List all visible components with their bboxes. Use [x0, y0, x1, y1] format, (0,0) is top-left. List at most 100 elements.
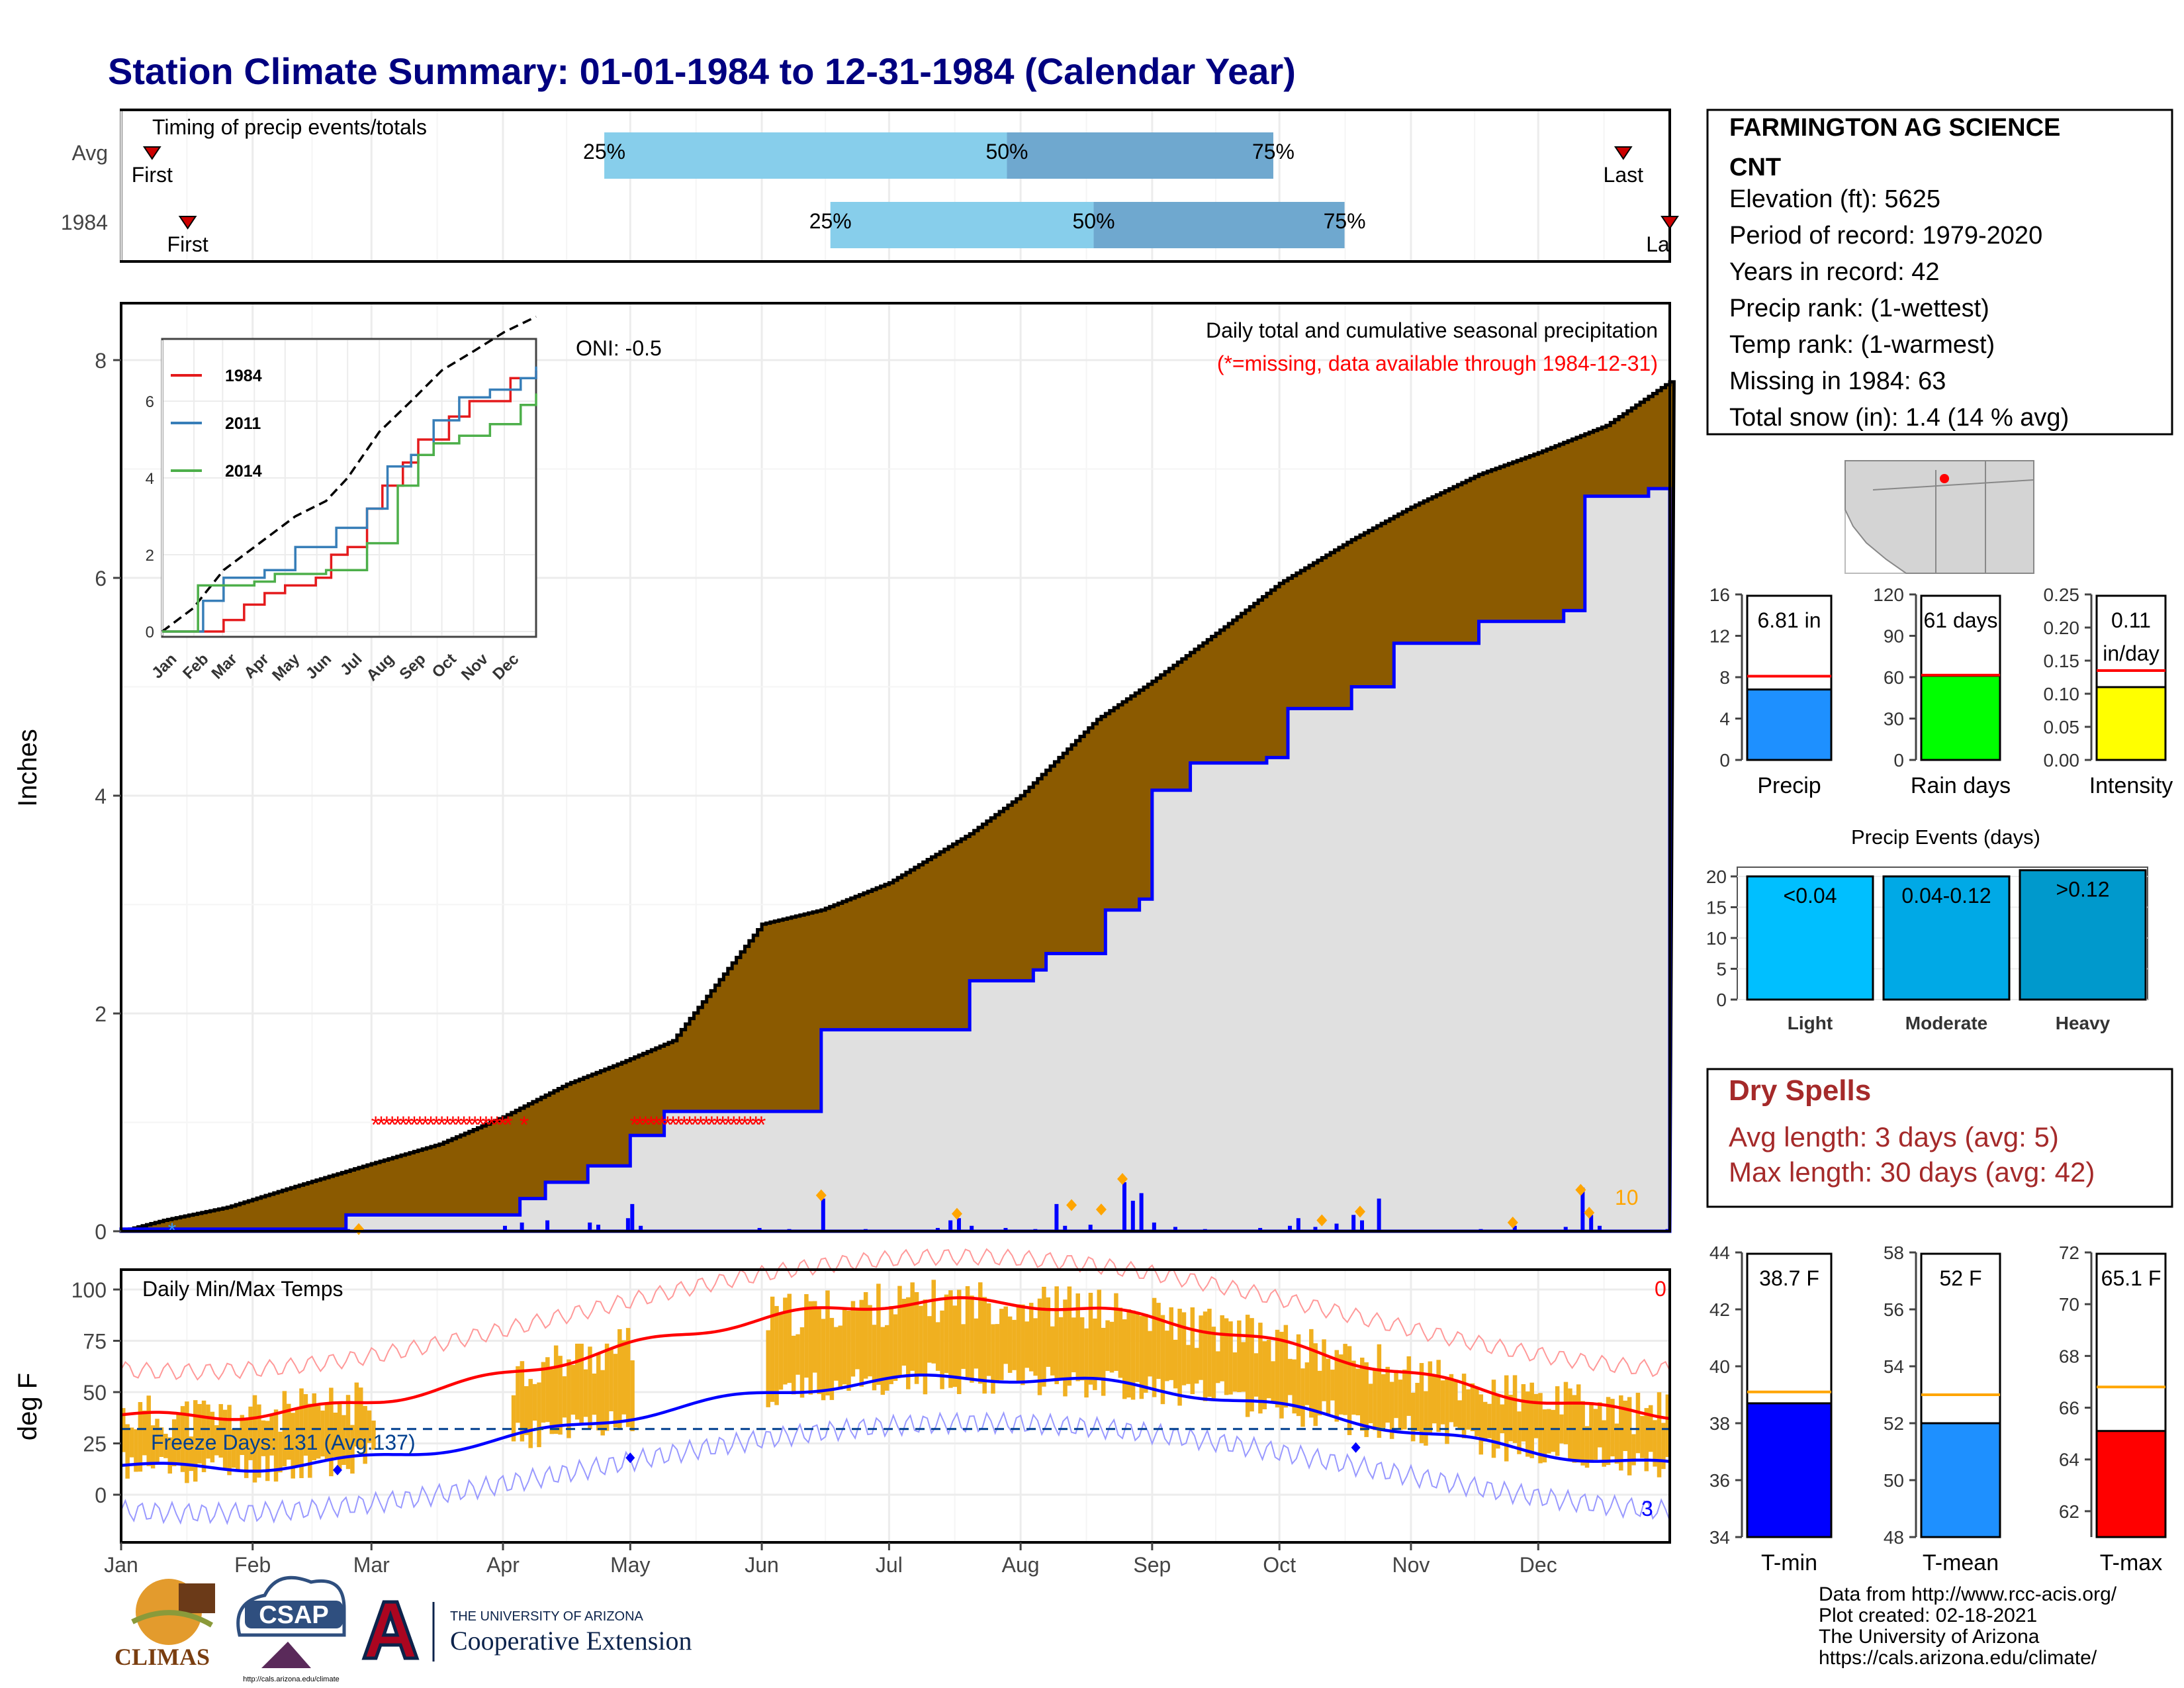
temp-daily-bar: [583, 1369, 588, 1417]
missing-mark: *: [647, 1111, 656, 1139]
missing-mark: *: [421, 1111, 430, 1139]
summary-label-Precip: Precip: [1757, 773, 1821, 798]
temp-daily-bar: [312, 1393, 316, 1460]
temp-daily-bar: [1271, 1361, 1275, 1403]
temp-daily-bar: [210, 1411, 215, 1463]
climas-logo-block: [179, 1583, 215, 1613]
summary-value: 0.11: [2111, 608, 2151, 632]
climas-logo-text: CLIMAS: [114, 1644, 210, 1670]
missing-mark: *: [707, 1111, 716, 1139]
temp-y-tick-label: 25: [83, 1432, 107, 1456]
temp-daily-bar: [991, 1324, 995, 1394]
temp-daily-bar: [176, 1412, 181, 1463]
temp-daily-bar: [1245, 1315, 1250, 1417]
temp-daily-bar: [1593, 1409, 1598, 1460]
month-label-Mar: Mar: [353, 1553, 390, 1577]
temp-daily-bar: [986, 1303, 991, 1376]
temp-daily-bar: [155, 1419, 159, 1465]
temp-daily-bar: [1012, 1319, 1017, 1370]
daily-precip-bar: [596, 1225, 601, 1231]
temp-daily-bar: [1487, 1403, 1492, 1438]
temp-daily-bar: [163, 1433, 168, 1458]
temp-daily-bar: [1373, 1369, 1377, 1430]
temp-daily-bar: [1445, 1377, 1449, 1444]
temp-daily-bar: [868, 1305, 872, 1377]
temp-daily-bar: [1500, 1404, 1505, 1434]
missing-mark: *: [382, 1111, 391, 1139]
temp-daily-bar: [1504, 1375, 1509, 1462]
temp-daily-bar: [1253, 1353, 1259, 1397]
daily-precip-bar: [1173, 1227, 1177, 1231]
temp-daily-bar: [1033, 1318, 1038, 1376]
credit-url: https://cals.arizona.edu/climate/: [1819, 1647, 2097, 1669]
temp-daily-bar: [252, 1395, 257, 1483]
temp-summary-tick-label: 44: [1709, 1243, 1730, 1263]
temp-daily-bar: [838, 1325, 842, 1389]
temp-daily-bar: [1576, 1384, 1581, 1463]
temp-daily-bar: [1610, 1399, 1615, 1457]
temp-daily-bar: [1211, 1327, 1216, 1399]
temp-daily-bar: [244, 1419, 249, 1478]
temp-daily-bar: [906, 1297, 911, 1389]
temp-daily-bar: [1241, 1342, 1246, 1392]
temp-daily-bar: [1424, 1391, 1428, 1446]
temp-daily-bar: [201, 1400, 206, 1472]
legend-label-2014: 2014: [225, 462, 262, 481]
temp-daily-bar: [1152, 1297, 1157, 1397]
event-marker: [1507, 1216, 1518, 1229]
events-bar-Heavy: [2019, 869, 2147, 1001]
events-title: Precip Events (days): [1851, 825, 2040, 849]
temp-summary-tick-label: 56: [1884, 1299, 1904, 1320]
temp-daily-bar: [1224, 1318, 1229, 1395]
temp-daily-bar: [1088, 1292, 1093, 1385]
summary-tick-label: 0.10: [2044, 684, 2080, 704]
temp-daily-bar: [1173, 1339, 1178, 1389]
temp-daily-bar: [345, 1395, 351, 1470]
temp-daily-bar: [893, 1314, 898, 1382]
timing-first-marker: [178, 216, 197, 230]
daily-precip-bar: [948, 1220, 953, 1231]
temp-summary-tick-label: 64: [2059, 1450, 2079, 1470]
temp-daily-bar: [825, 1290, 830, 1395]
temp-daily-bar: [1190, 1307, 1195, 1395]
record-low-marker: [625, 1452, 635, 1464]
month-label-Dec: Dec: [1520, 1553, 1557, 1577]
temp-daily-bar: [1283, 1325, 1289, 1408]
temp-daily-bar: [804, 1294, 809, 1378]
temp-title: Daily Min/Max Temps: [142, 1277, 343, 1301]
temp-daily-bar: [1097, 1289, 1102, 1380]
credit-data-source: Data from http://www.rcc-acis.org/: [1819, 1583, 2117, 1605]
temp-daily-bar: [974, 1318, 979, 1369]
temp-y-tick-label: 100: [71, 1278, 107, 1302]
month-label-Aug: Aug: [1002, 1553, 1040, 1577]
missing-mark: *: [504, 1111, 513, 1139]
daily-precip-bar: [1589, 1215, 1594, 1231]
temp-daily-bar: [1449, 1374, 1454, 1423]
temp-summary-tick-label: 72: [2059, 1243, 2079, 1263]
temp-daily-bar: [1559, 1414, 1564, 1444]
daily-precip-bar: [639, 1225, 643, 1231]
daily-precip-bar: [935, 1228, 940, 1231]
temp-daily-bar: [1563, 1382, 1569, 1444]
inset-y-tick: 4: [146, 470, 154, 488]
temp-daily-bar: [1326, 1358, 1331, 1415]
daily-precip-bar: [1122, 1182, 1126, 1231]
month-label-May: May: [610, 1553, 650, 1577]
temp-daily-bar: [783, 1297, 788, 1385]
temp-summary-label-T-max: T-max: [2100, 1550, 2162, 1575]
missing-mark: *: [492, 1111, 502, 1139]
temp-daily-bar: [1003, 1306, 1008, 1364]
temp-summary-tick-label: 70: [2059, 1294, 2079, 1315]
inset-frame: [161, 338, 537, 638]
missing-mark: *: [448, 1111, 457, 1139]
temp-daily-bar: [1521, 1383, 1526, 1442]
missing-mark: *: [713, 1111, 722, 1139]
missing-mark: *: [735, 1111, 744, 1139]
temp-summary-label-T-min: T-min: [1761, 1550, 1817, 1575]
temp-daily-bar: [218, 1404, 223, 1458]
summary-tick-label: 30: [1884, 709, 1904, 729]
month-axis: Jan Feb Mar Apr May Jun Jul Aug Sep Oct Nov Dec: [104, 1542, 1557, 1577]
missing-mark: *: [520, 1111, 529, 1139]
temp-daily-bar: [265, 1421, 270, 1481]
